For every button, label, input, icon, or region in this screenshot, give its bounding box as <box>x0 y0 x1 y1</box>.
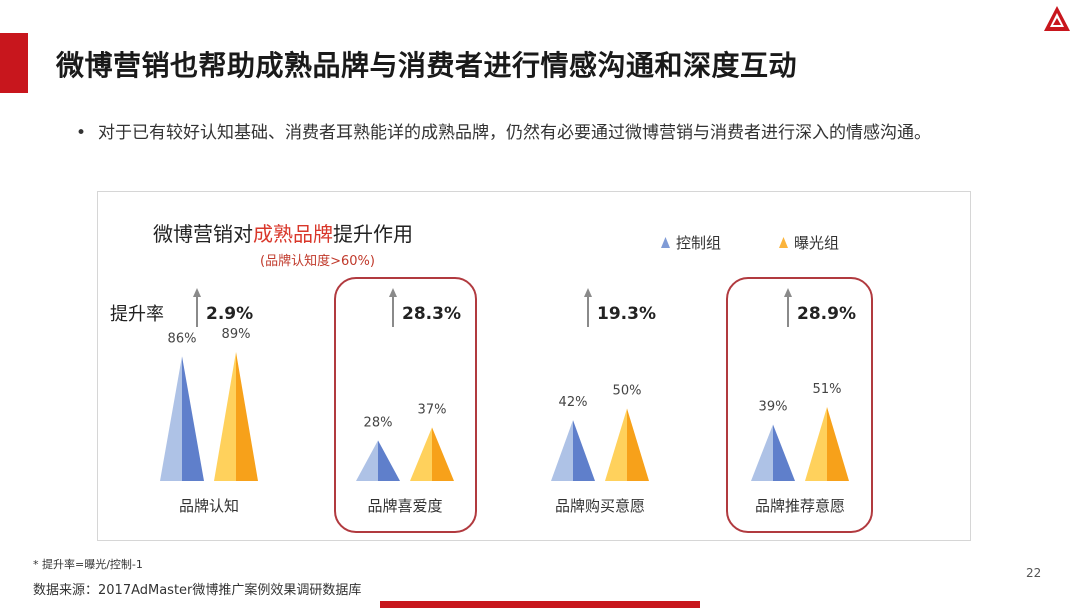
bar-exposure-2-right <box>627 408 649 481</box>
bar-control-0-right <box>182 356 204 481</box>
chart-title-highlight: 成熟品牌 <box>253 222 333 246</box>
legend-item-control: 控制组 <box>661 232 721 253</box>
value-label-control-2: 42% <box>559 395 588 410</box>
lift-arrow-head-0 <box>193 288 201 297</box>
bottom-accent-bar <box>380 601 700 608</box>
value-label-control-0: 86% <box>168 331 197 346</box>
bullet-text: 对于已有较好认知基础、消费者耳熟能详的成熟品牌，仍然有必要通过微博营销与消费者进… <box>98 123 931 143</box>
bar-exposure-1-right <box>432 427 454 481</box>
bar-exposure-2-left <box>605 408 627 481</box>
bar-control-1-right <box>378 440 400 481</box>
chart-plot: 86% 89% 品牌认知 2.9% 28% 37% 品牌喜爱度 28.3% 42% 50% 品牌购买… <box>160 288 856 515</box>
lift-value-0: 2.9% <box>206 304 253 324</box>
bar-exposure-3-left <box>805 407 827 481</box>
lift-value-3: 28.9% <box>797 304 856 324</box>
highlight-box-recommend <box>726 277 873 533</box>
legend-exposure-icon <box>779 237 788 248</box>
data-source: 数据来源：2017AdMaster微博推广案例效果调研数据库 <box>33 583 362 598</box>
slide-title: 微博营销也帮助成熟品牌与消费者进行情感沟通和深度互动 <box>56 49 798 82</box>
chart-panel: 微博营销对成熟品牌提升作用 (品牌认知度>60%) 控制组 曝光组 提升率 86… <box>97 191 971 541</box>
value-label-exposure-2: 50% <box>613 384 642 399</box>
lift-value-2: 19.3% <box>597 304 656 324</box>
legend-control-icon <box>661 237 670 248</box>
category-label-0: 品牌认知 <box>179 497 239 515</box>
legend-control-label: 控制组 <box>676 234 722 252</box>
footnote: * 提升率=曝光/控制-1 <box>33 558 143 571</box>
chart-subtitle: (品牌认知度>60%) <box>260 254 375 269</box>
chart-title-suffix: 提升作用 <box>333 222 413 246</box>
lift-arrow-head-1 <box>389 288 397 297</box>
bar-control-1-left <box>356 440 378 481</box>
chart-title-prefix: 微博营销对 <box>153 222 253 246</box>
lift-rate-label: 提升率 <box>110 304 164 325</box>
value-label-control-3: 39% <box>759 399 788 414</box>
bullet-point: • 对于已有较好认知基础、消费者耳熟能详的成熟品牌，仍然有必要通过微博营销与消费… <box>76 120 1006 147</box>
bar-exposure-0-right <box>236 351 258 481</box>
bar-exposure-1-left <box>410 427 432 481</box>
legend-exposure-label: 曝光组 <box>794 234 840 252</box>
title-accent-bar <box>0 33 28 93</box>
lift-arrow-head-3 <box>784 288 792 297</box>
lift-value-1: 28.3% <box>402 304 461 324</box>
lift-arrow-head-2 <box>584 288 592 297</box>
bullet-dot-icon: • <box>76 123 87 143</box>
legend-item-exposure: 曝光组 <box>779 232 839 253</box>
bar-control-3-left <box>751 424 773 481</box>
category-label-1: 品牌喜爱度 <box>367 497 442 515</box>
value-label-control-1: 28% <box>364 415 393 430</box>
bar-control-3-right <box>773 424 795 481</box>
value-label-exposure-1: 37% <box>418 402 447 417</box>
brand-logo-icon <box>1044 6 1070 31</box>
bar-exposure-0-left <box>214 351 236 481</box>
page-number: 22 <box>1026 566 1042 580</box>
bar-control-2-right <box>573 420 595 481</box>
category-label-2: 品牌购买意愿 <box>555 497 645 515</box>
highlight-box-liking <box>334 277 477 533</box>
bar-exposure-3-right <box>827 407 849 481</box>
value-label-exposure-3: 51% <box>813 382 842 397</box>
bar-control-0-left <box>160 356 182 481</box>
value-label-exposure-0: 89% <box>222 327 251 342</box>
category-label-3: 品牌推荐意愿 <box>755 497 845 515</box>
bar-control-2-left <box>551 420 573 481</box>
chart-title: 微博营销对成熟品牌提升作用 <box>153 218 413 247</box>
